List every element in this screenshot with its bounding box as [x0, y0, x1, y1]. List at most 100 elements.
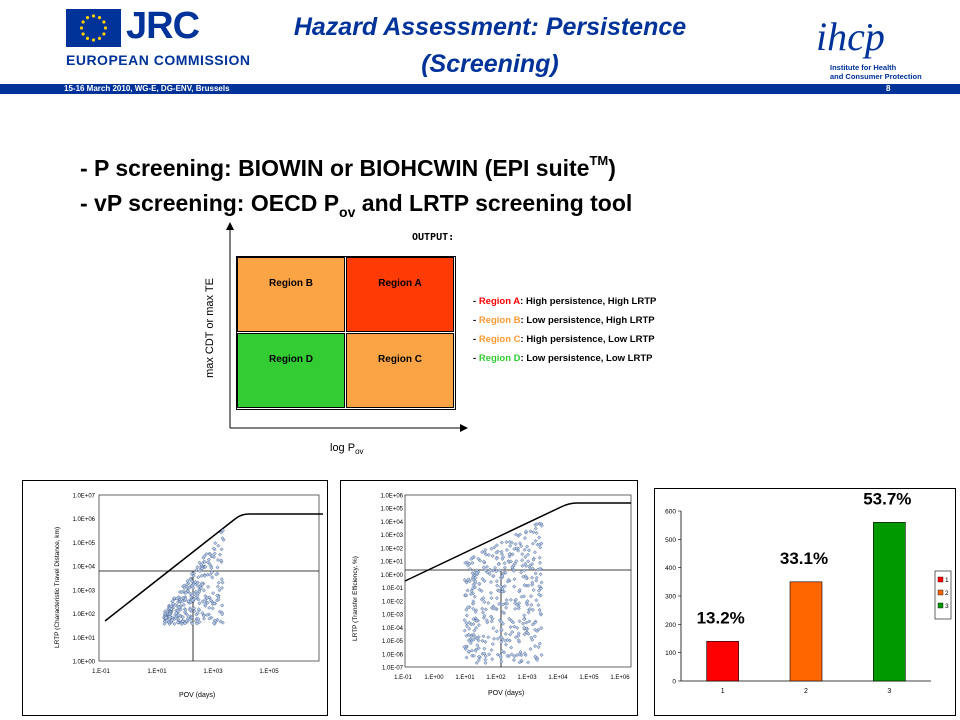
data-point: [534, 598, 539, 603]
data-point: [494, 596, 499, 601]
eu-star-icon: [79, 26, 84, 30]
data-point: [189, 615, 194, 620]
data-point: [483, 547, 488, 552]
data-point: [192, 609, 197, 614]
data-point: [513, 542, 518, 547]
data-point: [471, 622, 476, 627]
data-point: [504, 540, 509, 545]
data-point: [478, 558, 483, 563]
data-point: [539, 586, 543, 591]
data-point: [468, 566, 473, 571]
data-point: [205, 600, 210, 605]
data-point: [483, 660, 488, 665]
data-point: [512, 577, 517, 582]
data-point: [215, 584, 220, 589]
x-tick-label: 1.E+00: [424, 675, 444, 681]
data-point: [505, 579, 510, 584]
data-point: [473, 635, 478, 640]
bullet-1-end: ): [608, 155, 616, 181]
data-point: [520, 563, 525, 568]
data-point: [535, 658, 540, 662]
title-line-1: Hazard Assessment: Persistence: [293, 13, 687, 41]
data-point: [197, 560, 202, 565]
data-point: [207, 605, 212, 610]
data-point: [180, 615, 185, 620]
data-point: [509, 540, 514, 545]
region-b-cell: Region B: [237, 257, 345, 332]
data-point: [530, 562, 535, 567]
data-point: [465, 563, 470, 568]
data-point: [200, 599, 205, 604]
data-point: [523, 555, 528, 560]
data-point: [516, 633, 521, 638]
data-point: [220, 580, 225, 585]
data-point: [499, 627, 504, 632]
data-point: [164, 618, 169, 623]
data-point: [500, 589, 505, 594]
data-point: [215, 558, 220, 562]
data-point: [177, 605, 182, 610]
data-point: [206, 560, 211, 565]
data-point: [508, 597, 513, 602]
data-point: [183, 607, 188, 612]
data-point: [522, 632, 527, 637]
data-point: [535, 522, 540, 527]
data-point: [473, 609, 478, 614]
data-point: [538, 611, 543, 616]
data-point: [499, 640, 504, 645]
legend-region-d: - Region D: Low persistence, Low LRTP: [473, 353, 652, 364]
data-point: [466, 649, 471, 654]
data-point: [162, 621, 167, 626]
data-point: [522, 583, 527, 588]
data-point: [219, 547, 224, 552]
plot-frame: [404, 494, 632, 668]
data-point: [526, 631, 531, 636]
data-point: [515, 653, 519, 657]
data-point: [536, 588, 541, 593]
percent-label: 13.2%: [697, 608, 745, 627]
x-tick-label: 1.E+02: [486, 675, 506, 681]
data-point: [183, 590, 188, 595]
data-point: [526, 559, 531, 564]
data-point: [500, 610, 505, 615]
region-bar-svg: 0 100 200 300 400 500 600 1 13.2% 2 33.1% 3 53.7% 1 2 3: [665, 489, 952, 695]
data-point: [498, 584, 503, 589]
data-point: [511, 563, 516, 568]
data-point: [194, 567, 199, 572]
data-point: [523, 561, 528, 566]
x-tick-label: 1.E-01: [394, 675, 412, 681]
data-point: [193, 619, 198, 623]
data-point: [480, 606, 485, 611]
data-point: [182, 585, 187, 590]
data-point: [524, 576, 529, 581]
data-point: [482, 613, 487, 618]
data-point: [513, 597, 518, 602]
y-tick-label: 1.0E+06: [72, 517, 95, 523]
data-point: [202, 554, 207, 559]
data-point: [494, 556, 499, 561]
data-point: [534, 575, 539, 580]
data-point: [183, 621, 187, 626]
y-axis-label: LRTP (Characteristic Travel Distance, km…: [54, 527, 61, 648]
data-point: [471, 617, 476, 622]
y-tick-label: 300: [665, 594, 676, 601]
data-point: [525, 599, 530, 604]
x-tick-label: 1.E-01: [92, 669, 110, 675]
data-point: [486, 635, 491, 640]
data-point: [170, 617, 175, 622]
data-point: [464, 607, 469, 612]
data-point: [502, 561, 507, 566]
data-point: [527, 606, 532, 611]
data-point: [527, 619, 532, 624]
data-point: [517, 652, 522, 657]
percent-label: 33.1%: [780, 549, 828, 568]
data-point: [214, 572, 219, 577]
data-point: [471, 601, 476, 606]
data-point: [535, 628, 540, 633]
data-point: [205, 613, 209, 617]
data-point: [468, 592, 473, 597]
data-point: [473, 648, 478, 653]
data-point: [462, 644, 467, 649]
data-point: [185, 612, 190, 617]
data-point: [516, 606, 521, 611]
